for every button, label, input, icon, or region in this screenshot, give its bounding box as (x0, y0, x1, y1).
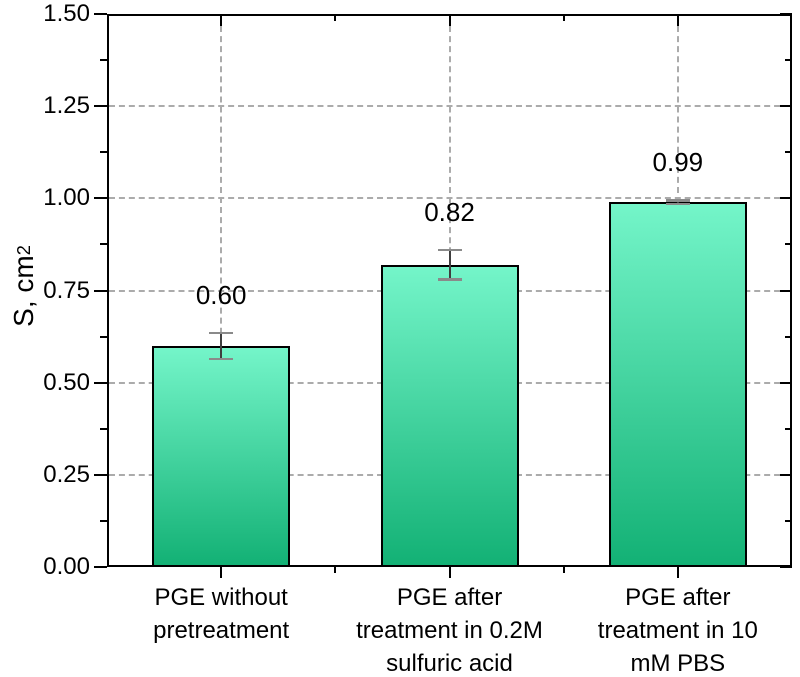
bar (608, 202, 747, 567)
y-axis-right-minor-tick (785, 519, 792, 522)
x-axis-major-tick (220, 567, 223, 578)
y-axis-tick-label: 1.00 (43, 184, 90, 212)
error-bar-cap (665, 199, 690, 202)
vertical-gridline (220, 16, 223, 565)
y-axis-right-minor-tick (785, 151, 792, 154)
x-axis-category-label-line: PGE without (154, 584, 288, 611)
y-axis-major-tick (94, 566, 107, 568)
y-axis-right-minor-tick (785, 427, 792, 430)
y-axis-minor-tick (100, 335, 107, 338)
x-axis-top-minor-tick (562, 14, 565, 21)
y-axis-major-tick (94, 197, 107, 200)
x-axis-category-label-line: treatment in 0.2M (356, 617, 543, 644)
bar-value-label: 0.82 (424, 196, 475, 227)
x-axis-top-major-tick (676, 14, 679, 26)
x-axis-minor-tick (334, 567, 337, 573)
bar-value-label: 0.60 (195, 279, 247, 310)
x-axis-category-label: PGE without pretreatment (61, 581, 381, 647)
y-axis-right-major-tick (780, 105, 792, 108)
y-axis-tick-label: 0.25 (43, 460, 90, 488)
x-axis-category-label-line: treatment in 10 (597, 617, 758, 644)
x-axis-major-tick (448, 567, 451, 578)
y-axis-right-major-tick (780, 566, 792, 568)
x-axis-category-label-line: sulfuric acid (386, 650, 513, 677)
x-axis-top-major-tick (448, 14, 451, 26)
y-axis-minor-tick (100, 59, 107, 62)
y-axis-minor-tick (100, 151, 107, 154)
y-axis-minor-tick (100, 427, 107, 430)
x-axis-category-label: PGE after treatment in 10 mM PBS (518, 581, 800, 677)
y-axis-tick-label: 0.75 (43, 276, 90, 304)
error-bar-line (448, 249, 451, 280)
y-axis-tick-label: 0.00 (43, 553, 90, 580)
x-axis-category-label-line: pretreatment (153, 617, 290, 644)
error-bar-line (676, 200, 679, 204)
y-axis-major-tick (94, 289, 107, 292)
error-bar-cap (437, 248, 462, 252)
x-axis-category-label-line: mM PBS (630, 650, 726, 677)
x-axis-top-minor-tick (334, 14, 337, 21)
y-axis-major-tick (94, 381, 107, 384)
y-axis-major-tick (94, 105, 107, 108)
y-axis-right-major-tick (780, 473, 792, 476)
y-axis-tick-label: 1.25 (43, 92, 90, 120)
y-axis-minor-tick (100, 243, 107, 246)
bar (152, 345, 291, 567)
x-axis-major-tick (676, 567, 679, 578)
x-axis-category-label-line: PGE after (625, 584, 731, 611)
y-axis-right-major-tick (780, 381, 792, 384)
y-axis-major-tick (94, 13, 107, 15)
y-axis-major-tick (94, 473, 107, 476)
y-axis-tick-label: 0.50 (43, 368, 90, 396)
error-bar-cap (209, 331, 234, 335)
y-axis-minor-tick (100, 519, 107, 522)
bar-value-label: 0.99 (652, 147, 704, 178)
error-bar-line (220, 332, 223, 359)
y-axis-right-major-tick (780, 197, 792, 200)
x-axis-minor-tick (562, 567, 565, 573)
error-bar-cap (665, 202, 690, 206)
x-axis-category-label: PGE after treatment in 0.2M sulfuric acid (290, 581, 610, 677)
y-axis-right-minor-tick (785, 335, 792, 338)
y-axis-right-minor-tick (785, 59, 792, 62)
bar (380, 264, 519, 567)
x-axis-category-label-line: PGE after (396, 584, 503, 611)
x-axis-top-major-tick (220, 14, 223, 26)
error-bar-cap (209, 357, 234, 361)
y-axis-tick-label: 1.50 (43, 0, 90, 27)
y-axis-right-minor-tick (785, 243, 792, 246)
y-axis-right-major-tick (780, 289, 792, 292)
error-bar-cap (437, 278, 462, 281)
y-axis-right-major-tick (780, 13, 792, 15)
